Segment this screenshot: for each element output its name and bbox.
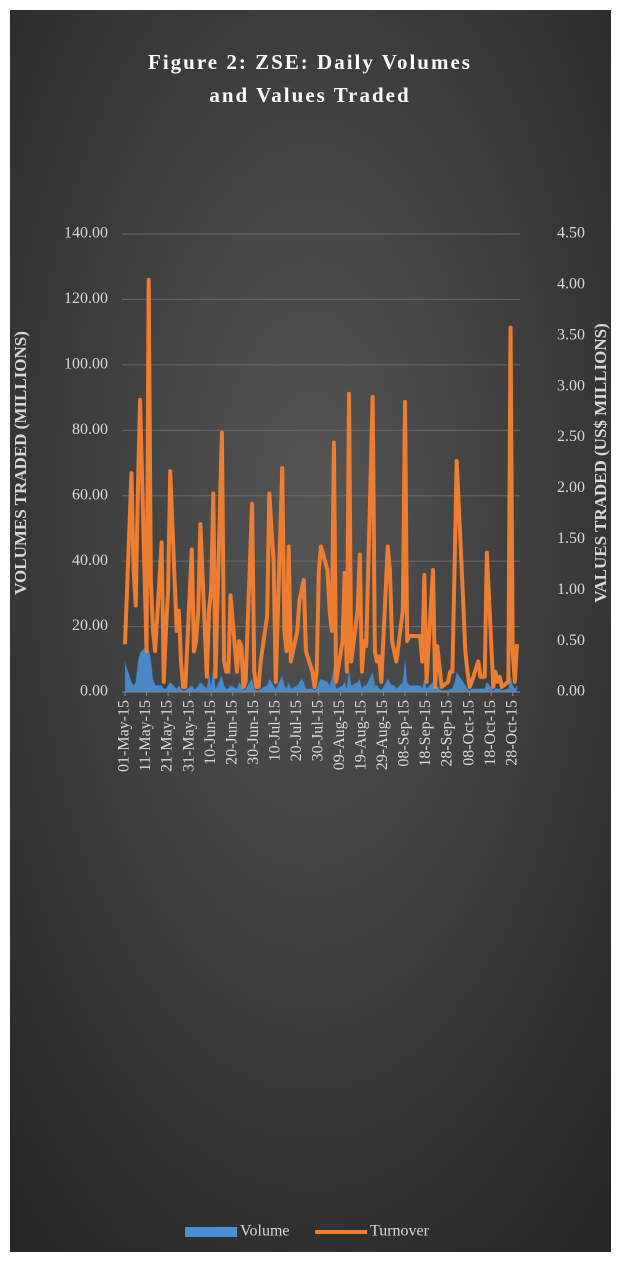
x-tick-label: 10-Jul-15 [266,700,283,761]
x-tick-label: 20-Jun-15 [223,700,240,765]
x-tick-label: 30-Jun-15 [245,700,262,765]
y2-tick-label: 3.00 [557,377,585,394]
x-tick-label: 21-May-15 [159,700,176,772]
y-tick-label: 120.00 [64,290,108,307]
y2-tick-label: 0.50 [557,632,585,649]
x-tick-label: 20-Jul-15 [288,700,305,761]
x-tick-label: 11-May-15 [137,700,154,771]
legend-label: Turnover [370,1223,430,1240]
x-tick-label: 10-Jun-15 [202,700,219,765]
y-tick-label: 80.00 [72,421,108,438]
y-tick-label: 140.00 [64,225,108,242]
y2-tick-label: 2.50 [557,428,585,445]
y-tick-label: 40.00 [72,552,108,569]
y2-tick-label: 1.50 [557,530,585,547]
y-tick-label: 20.00 [72,617,108,634]
y2-tick-label: 1.00 [557,581,585,598]
x-tick-label: 30-Jul-15 [310,700,327,761]
y2-axis-title: VALUES TRADED (US$ MILLIONS) [591,323,610,602]
x-tick-label: 09-Aug-15 [331,700,348,770]
y2-tick-label: 0.00 [557,683,585,700]
x-tick-label: 31-May-15 [180,700,197,772]
legend-label: Volume [240,1223,289,1240]
y2-tick-label: 3.50 [557,326,585,343]
x-tick-label: 18-Sep-15 [417,700,434,767]
x-tick-label: 19-Aug-15 [353,700,370,770]
y-axis-title: VOLUMES TRADED (MILLIONS) [11,331,30,595]
y-tick-label: 60.00 [72,486,108,503]
turnover-line [123,277,519,689]
x-tick-label: 28-Sep-15 [439,700,456,767]
x-tick-label: 29-Aug-15 [374,700,391,770]
y-tick-label: 0.00 [80,683,108,700]
legend-swatch [185,1227,237,1237]
chart-title: Figure 2: ZSE: Daily Volumes [148,50,472,74]
y2-tick-label: 4.00 [557,276,585,293]
chart-title: and Values Traded [209,83,410,107]
x-tick-label: 01-May-15 [116,700,133,772]
y-tick-label: 100.00 [64,356,108,373]
y2-tick-label: 4.50 [557,225,585,242]
y2-tick-label: 2.00 [557,479,585,496]
volume-area [124,645,518,693]
x-tick-label: 08-Oct-15 [460,700,477,766]
x-tick-label: 18-Oct-15 [482,700,499,766]
x-tick-label: 28-Oct-15 [503,700,520,766]
x-tick-label: 08-Sep-15 [396,700,413,767]
